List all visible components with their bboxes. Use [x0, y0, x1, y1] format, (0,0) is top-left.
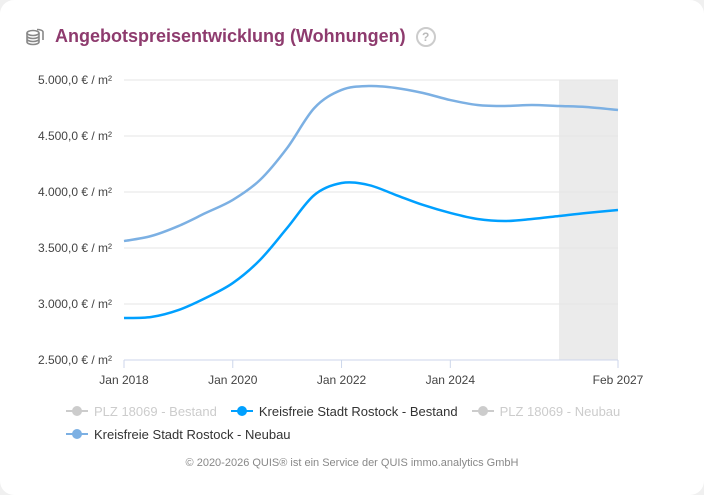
series-line [123, 181, 619, 320]
x-tick-label: Jan 2020 [208, 373, 258, 387]
series-line [123, 84, 619, 243]
y-tick-label: 3.500,0 € / m² [38, 241, 112, 255]
legend: PLZ 18069 - Bestand Kreisfreie Stadt Rost… [66, 403, 666, 442]
legend-item[interactable]: PLZ 18069 - Bestand [66, 403, 217, 419]
chart-title: Angebotspreisentwicklung (Wohnungen) [55, 26, 406, 46]
legend-label: Kreisfreie Stadt Rostock - Bestand [258, 403, 458, 419]
y-tick-label: 3.000,0 € / m² [38, 297, 112, 311]
y-tick-label: 2.500,0 € / m² [38, 353, 112, 367]
x-tick-label: Feb 2027 [593, 373, 644, 387]
legend-label: PLZ 18069 - Bestand [94, 403, 217, 419]
legend-item[interactable]: PLZ 18069 - Neubau [471, 403, 621, 419]
question-circle-icon[interactable]: ? [415, 26, 436, 47]
line-chart: 2.500,0 € / m² 3.000,0 € / m² 3.500,0 € / … [38, 73, 644, 387]
x-tick-label: Jan 2022 [317, 373, 367, 387]
y-tick-label: 5.000,0 € / m² [38, 73, 112, 87]
chart-header: Angebotspreisentwicklung (Wohnungen) ? [25, 26, 436, 47]
legend-marker-icon [66, 429, 88, 439]
legend-marker-icon [230, 406, 253, 416]
legend-item[interactable]: Kreisfreie Stadt Rostock - Bestand [230, 403, 458, 419]
x-tick-label: Jan 2024 [426, 373, 476, 387]
x-tick-label: Jan 2018 [99, 373, 149, 387]
y-tick-label: 4.500,0 € / m² [38, 129, 112, 143]
y-tick-label: 4.000,0 € / m² [38, 185, 112, 199]
coins-icon [26, 28, 44, 45]
legend-item[interactable]: Kreisfreie Stadt Rostock - Neubau [66, 426, 291, 442]
legend-marker-icon [66, 406, 88, 416]
copyright-footer: © 2020-2026 QUIS® ist ein Service der QU… [185, 457, 519, 469]
forecast-shaded-area [559, 80, 618, 360]
legend-label: Kreisfreie Stadt Rostock - Neubau [94, 426, 291, 442]
legend-label: PLZ 18069 - Neubau [499, 403, 621, 419]
legend-marker-icon [471, 406, 494, 416]
